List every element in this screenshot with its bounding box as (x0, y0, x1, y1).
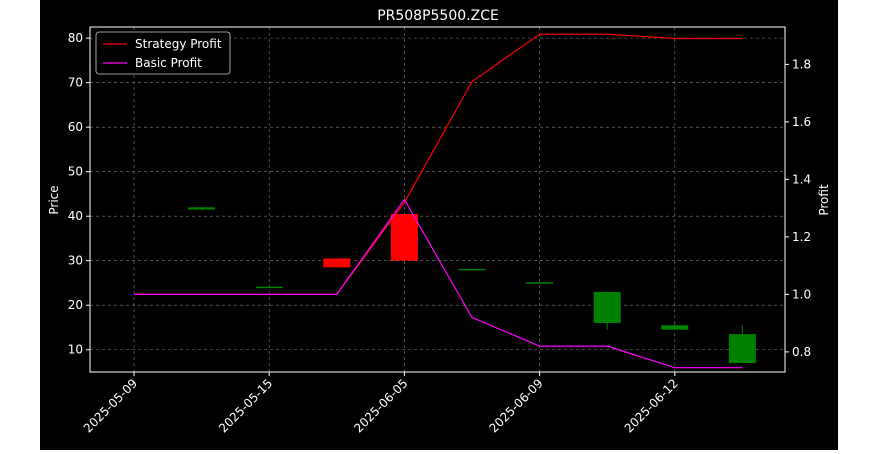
grid-lines (90, 27, 785, 372)
candle-body (593, 291, 621, 324)
y-tick-label: 60 (68, 120, 83, 134)
y-tick-label: 10 (68, 343, 83, 357)
legend-label-strategy: Strategy Profit (135, 37, 222, 51)
left-y-ticks: 10 20 30 40 50 60 70 80 (68, 31, 90, 357)
candle-body (255, 286, 283, 289)
candle-body (390, 213, 418, 261)
y-right-tick-label: 1.6 (792, 115, 811, 129)
legend-box (95, 31, 231, 75)
y-tick-label: 20 (68, 298, 83, 312)
y-right-tick-label: 1.8 (792, 57, 811, 71)
profit-lines (134, 33, 743, 369)
x-ticks: 2025-05-09 2025-05-15 2025-06-05 2025-06-09… (81, 372, 681, 435)
y-right-tick-label: 0.8 (792, 345, 811, 359)
y-tick-label: 40 (68, 209, 83, 223)
candles (120, 47, 756, 364)
y-tick-label: 70 (68, 76, 83, 90)
candle-body (323, 258, 351, 268)
candle-body (661, 325, 689, 330)
plot-frame (89, 26, 786, 373)
legend: Strategy Profit Basic Profit (95, 31, 231, 75)
candle-body (188, 207, 216, 210)
candle-body (728, 334, 756, 364)
legend-label-basic: Basic Profit (135, 56, 202, 70)
chart-svg: 10 20 30 40 50 60 70 80 0.8 1.0 1.2 1.4 1.6 1.8 2025… (47, 8, 831, 435)
basic-profit-line (134, 198, 743, 369)
x-tick-label: 2025-06-05 (351, 376, 410, 435)
x-tick-label: 2025-05-15 (216, 376, 275, 435)
x-tick-label: 2025-05-09 (81, 376, 140, 435)
y-tick-label: 80 (68, 31, 83, 45)
y-axis-right-label: Profit (817, 184, 831, 216)
y-axis-label: Price (47, 185, 61, 214)
right-y-ticks: 0.8 1.0 1.2 1.4 1.6 1.8 (785, 57, 811, 359)
candle-body (526, 282, 554, 284)
chart-title: PR508P5500.ZCE (377, 8, 499, 24)
y-right-tick-label: 1.4 (792, 172, 811, 186)
y-tick-label: 30 (68, 254, 83, 268)
y-right-tick-label: 1.2 (792, 230, 811, 244)
x-tick-label: 2025-06-09 (487, 376, 546, 435)
y-tick-label: 50 (68, 165, 83, 179)
x-tick-label: 2025-06-12 (622, 376, 681, 435)
candle-body (458, 268, 486, 271)
chart-figure: 10 20 30 40 50 60 70 80 0.8 1.0 1.2 1.4 1.6 1.8 2025… (40, 0, 838, 450)
y-right-tick-label: 1.0 (792, 287, 811, 301)
